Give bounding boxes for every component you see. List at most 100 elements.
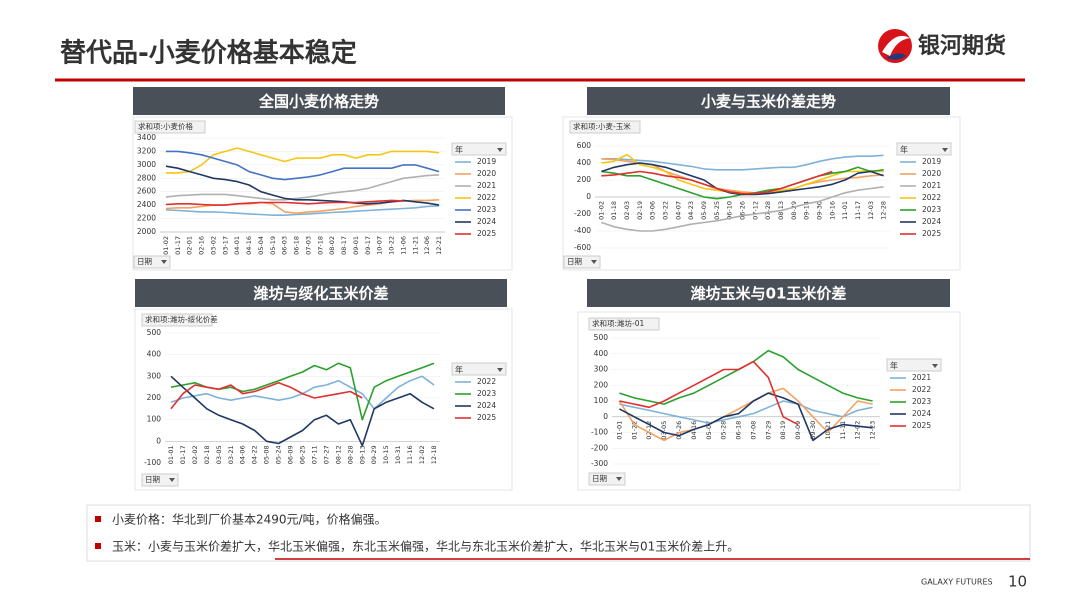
- legend-title-box: [886, 358, 942, 372]
- chart-title: 潍坊玉米与01玉米价差: [691, 285, 847, 303]
- chart-title-bar: [587, 279, 950, 307]
- y-tick-label: 2600: [137, 187, 156, 196]
- legend-label: 2023: [912, 397, 931, 406]
- x-tick-label: 11-11: [839, 421, 847, 440]
- page-number: 10: [1008, 573, 1027, 591]
- x-tick-label: 12-03: [867, 201, 875, 220]
- y-tick-label: 3000: [137, 160, 156, 169]
- x-tick-label: 12-06: [423, 236, 431, 255]
- y-tick-label: 100: [594, 396, 609, 405]
- series-line: [619, 400, 873, 424]
- x-tick-label: 04-06: [239, 445, 247, 464]
- legend-title: 年: [455, 145, 463, 155]
- x-tick-label: 12-28: [880, 201, 888, 220]
- y-tick-label: -200: [591, 443, 608, 452]
- x-tick-label: 02-01: [186, 236, 194, 255]
- logo-text: 银河期货: [918, 33, 1006, 59]
- series-line: [601, 186, 884, 232]
- dropdown-arrow: [932, 364, 938, 368]
- x-tick-label: 04-01: [233, 236, 241, 255]
- y-tick-label: -300: [591, 459, 608, 468]
- x-tick-label: 07-18: [316, 236, 324, 255]
- legend-label: 2025: [477, 413, 496, 422]
- x-tick-label: 08-28: [346, 445, 354, 464]
- series-line: [165, 199, 404, 206]
- x-tick-label: 09-30: [809, 421, 817, 440]
- field-label: 求和项:潍坊-01: [592, 318, 645, 328]
- x-tick-label: 12-02: [418, 445, 426, 464]
- legend-title: 年: [900, 145, 908, 155]
- chart-area: [134, 308, 513, 491]
- chart-title: 潍坊与绥化玉米价差: [253, 285, 388, 303]
- y-tick-label: 200: [147, 393, 162, 402]
- x-tick-label: 07-12: [751, 201, 759, 220]
- legend-label: 2023: [477, 389, 496, 398]
- legend-label: 2021: [477, 181, 496, 190]
- dropdown-arrow: [616, 477, 622, 481]
- x-tick-label: 09-29: [370, 445, 378, 464]
- series-line: [601, 170, 833, 195]
- legend-title: 年: [890, 361, 898, 371]
- y-tick-label: 500: [594, 333, 609, 342]
- chart-area: [132, 116, 513, 271]
- legend-title: 年: [455, 365, 463, 375]
- field-label-box: [134, 120, 206, 134]
- x-tick-label: 01-17: [179, 445, 187, 464]
- x-tick-label: 08-02: [328, 236, 336, 255]
- x-tick-label: 07-28: [764, 201, 772, 220]
- x-tick-label: 10-07: [376, 236, 384, 255]
- legend-label: 2024: [477, 401, 496, 410]
- dropdown-arrow: [497, 148, 503, 152]
- y-tick-label: 3200: [137, 146, 156, 155]
- y-tick-label: 0: [603, 412, 608, 421]
- x-tick-label: 01-01: [615, 421, 623, 440]
- x-tick-label: 11-17: [854, 201, 862, 220]
- y-tick-label: -400: [574, 226, 591, 235]
- x-tick-label: 11-16: [406, 445, 414, 464]
- dropdown-arrow: [169, 478, 175, 482]
- x-tick-label: 11-06: [399, 236, 407, 255]
- y-tick-label: -600: [574, 243, 591, 252]
- series-line: [165, 174, 440, 201]
- x-tick-label: 03-05: [660, 421, 668, 440]
- x-tick-label: 06-03: [281, 236, 289, 255]
- legend-label: 2025: [477, 229, 496, 238]
- y-tick-label: 2400: [137, 200, 156, 209]
- footer: GALAXY FUTURES: [921, 578, 993, 587]
- x-field-box: [588, 472, 626, 486]
- x-tick-label: 11-21: [411, 236, 419, 255]
- bullet-text: 小麦价格：华北到厂价基本2490元/吨，价格偏强。: [112, 512, 387, 527]
- chart-title-bar: [587, 87, 950, 115]
- x-tick-label: 10-16: [828, 201, 836, 220]
- x-tick-label: 12-18: [430, 445, 438, 464]
- x-tick-label: 05-04: [257, 236, 265, 255]
- logo-icon: [878, 29, 912, 63]
- dropdown-arrow: [497, 368, 503, 372]
- y-tick-label: -100: [144, 458, 161, 467]
- legend-title-box: [896, 142, 952, 156]
- x-tick-label: 04-22: [251, 445, 259, 464]
- series-line: [618, 387, 873, 442]
- chart-title: 全国小麦价格走势: [258, 93, 379, 111]
- field-label: 求和项:小麦-玉米: [573, 121, 631, 131]
- x-tick-label: 01-02: [597, 201, 605, 220]
- field-label-box: [588, 317, 660, 331]
- x-tick-label: 10-31: [394, 445, 402, 464]
- legend-title-box: [451, 142, 507, 156]
- x-tick-label: 02-19: [636, 201, 644, 220]
- x-tick-label: 03-02: [209, 236, 217, 255]
- bullet-box: [86, 504, 1031, 562]
- x-field-box: [141, 473, 179, 487]
- y-tick-label: 2000: [137, 227, 156, 236]
- dropdown-arrow: [942, 148, 948, 152]
- chart-title-bar: [133, 87, 505, 115]
- series-line: [170, 382, 363, 410]
- legend-label: 2022: [912, 385, 931, 394]
- legend-label: 2024: [477, 217, 496, 226]
- legend-label: 2021: [922, 181, 941, 190]
- x-tick-label: 05-25: [713, 201, 721, 220]
- y-tick-label: 2800: [137, 173, 156, 182]
- chart-title: 小麦与玉米价差走势: [701, 93, 836, 111]
- x-field-box: [563, 255, 601, 269]
